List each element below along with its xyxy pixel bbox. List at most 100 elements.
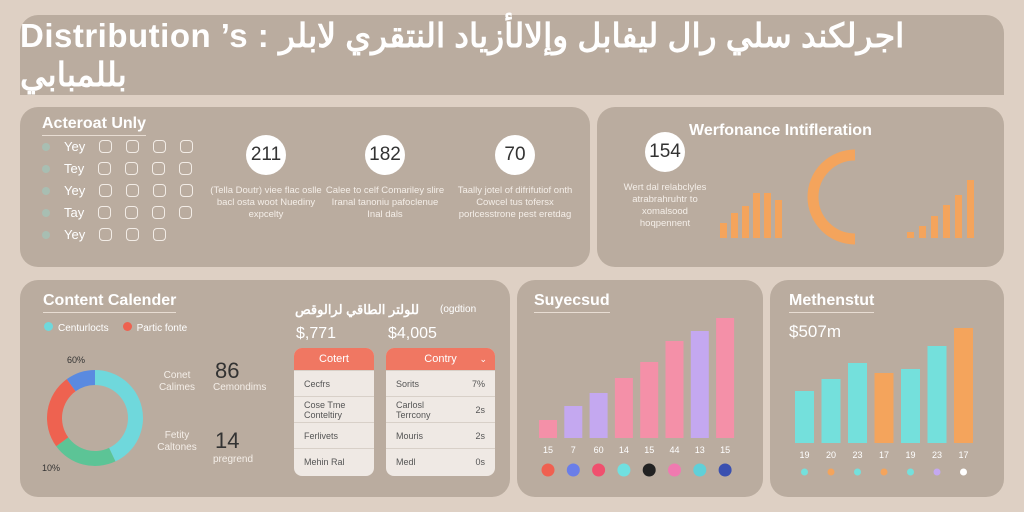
donut-segment — [66, 370, 95, 392]
app-icon — [152, 162, 166, 175]
perf-bar — [742, 206, 749, 238]
activity-row[interactable]: Yey — [42, 139, 194, 154]
table-row[interactable]: Cecfrs — [294, 370, 374, 396]
content-table: Cotert Cecfrs Cose Tme Conteltiry Ferlivet… — [294, 348, 374, 476]
legend-dot — [718, 463, 732, 477]
app-icon — [126, 184, 140, 197]
legend-dot — [801, 468, 808, 476]
methenstut-panel: Methenstut $507m 19 20 23 17 19 23 17 — [770, 280, 1004, 497]
perf-bar — [967, 180, 974, 238]
country-table: Contry ⌄ Sorits 7% Carlosl Terrcony 2s Mouris… — [386, 348, 495, 476]
perf-bar — [775, 200, 782, 238]
chart-title: Suyecsud — [534, 292, 610, 313]
tick-label: 23 — [932, 450, 942, 460]
stat-desc: (Tella Doutr) viee flac oslle bacl osta … — [210, 185, 322, 220]
app-icon — [179, 162, 193, 175]
chart-subtitle: $507m — [789, 322, 841, 341]
legend-dot — [854, 468, 861, 476]
perf-bar — [955, 195, 962, 238]
legend-dot — [617, 463, 631, 477]
tick-label: 15 — [644, 445, 654, 455]
perf-bar — [720, 223, 727, 238]
table-row[interactable]: Mouris 2s — [386, 422, 495, 448]
table-row[interactable]: Mehin Ral — [294, 448, 374, 474]
callout-label: Conet Calimes — [158, 370, 196, 393]
donut-segment — [95, 370, 144, 462]
bar — [539, 420, 557, 438]
activity-row[interactable]: Tay — [42, 205, 193, 220]
app-icon — [98, 162, 112, 175]
callout-value: 14 — [215, 428, 240, 453]
app-icon — [99, 228, 113, 241]
table-header[interactable]: Cotert — [294, 348, 374, 370]
table-header[interactable]: Contry ⌄ — [386, 348, 495, 370]
callout-sub: Cemondims — [213, 382, 267, 393]
bar — [589, 393, 608, 438]
content-calendar-panel: Content Calender Centurlocts Partic font… — [20, 280, 510, 497]
table-row[interactable]: Sorits 7% — [386, 370, 495, 396]
tick-label: 19 — [905, 450, 915, 460]
perf-bar — [764, 193, 771, 238]
activity-row[interactable]: Tey — [42, 161, 193, 176]
chevron-down-icon[interactable]: ⌄ — [479, 354, 487, 364]
app-icon — [179, 206, 193, 219]
table-row[interactable]: Carlosl Terrcony 2s — [386, 396, 495, 422]
bar — [640, 362, 659, 438]
bar — [564, 406, 583, 438]
tick-label: 14 — [619, 445, 629, 455]
bar — [848, 363, 867, 443]
status-dot — [42, 230, 50, 239]
app-icon — [126, 228, 140, 241]
tick-label: 20 — [826, 450, 836, 460]
status-dot — [42, 142, 50, 151]
stat-value: 211 — [246, 135, 286, 175]
bar — [954, 328, 973, 443]
table-row[interactable]: Cose Tme Conteltiry — [294, 396, 374, 422]
arabic-sub: (ogdtion — [440, 304, 477, 315]
stat-card: 70 Taally jotel of difrifutiof onth Cowc… — [455, 135, 575, 221]
bar — [690, 331, 709, 438]
performance-title: Werfonance Intifleration — [689, 122, 872, 139]
perf-bar — [907, 232, 914, 238]
app-icon — [125, 162, 139, 175]
tick-label: 60 — [594, 445, 604, 455]
callout-value: 86 — [215, 358, 240, 383]
bar — [821, 379, 841, 443]
legend-dot — [541, 463, 555, 477]
tick-label: 17 — [958, 450, 968, 460]
app-icon — [125, 206, 139, 219]
bar — [927, 346, 947, 443]
legend-item: Partic fonte — [122, 322, 187, 334]
performance-panel: Werfonance Intifleration 154 Wert dal re… — [597, 107, 1004, 267]
donut-segment — [47, 379, 76, 447]
app-icon — [180, 140, 194, 153]
legend-dot — [668, 463, 681, 477]
row-label: Yey — [64, 227, 86, 242]
legend-dot — [566, 463, 580, 477]
bar — [614, 378, 633, 438]
activity-row[interactable]: Yey — [42, 227, 167, 242]
table-row[interactable]: Medl 0s — [386, 448, 495, 474]
donut-chart — [47, 370, 144, 466]
legend: Centurlocts Partic fonte — [44, 322, 187, 334]
tick-label: 15 — [720, 445, 730, 455]
row-label: Tay — [64, 205, 85, 220]
app-icon — [153, 228, 167, 241]
bar — [665, 341, 684, 438]
app-icon — [180, 184, 194, 197]
tick-label: 19 — [799, 450, 809, 460]
amount-1: $,771 — [296, 325, 337, 342]
app-icon — [99, 184, 113, 197]
page-title: Distribution ’s : اجرلكند سلي رال ليفابل… — [20, 17, 905, 93]
stat-value: 182 — [365, 135, 405, 175]
perf-arc — [807, 149, 856, 245]
donut-segment — [56, 437, 116, 466]
tick-label: 44 — [669, 445, 679, 455]
activity-row[interactable]: Yey — [42, 183, 194, 198]
app-icon — [152, 206, 166, 219]
table-row[interactable]: Ferlivets — [294, 422, 374, 448]
stat-card: 182 Calee to celf Comariley slire Iranal… — [325, 135, 445, 221]
legend-dot — [693, 463, 707, 477]
perf-bar — [731, 213, 738, 238]
legend-dot — [960, 468, 967, 476]
